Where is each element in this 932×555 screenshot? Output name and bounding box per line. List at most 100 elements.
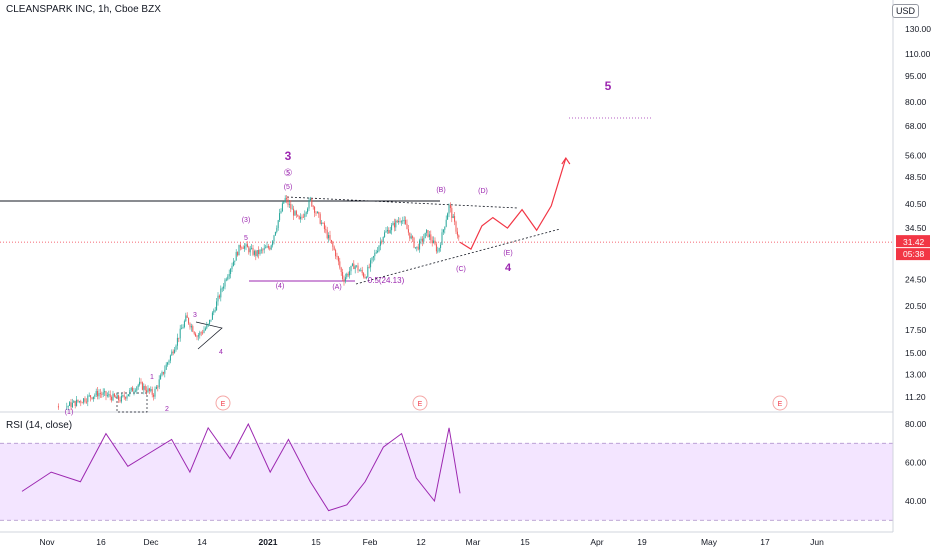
candle-body xyxy=(111,396,113,401)
candle-body xyxy=(244,246,246,249)
candle-body xyxy=(353,263,355,270)
wave-label: 3 xyxy=(193,312,197,319)
candle-body xyxy=(358,270,360,272)
y-tick-label: 68.00 xyxy=(905,121,927,131)
countdown-label: 05:38 xyxy=(903,249,925,259)
candle-body xyxy=(413,237,415,248)
candle-body xyxy=(378,245,380,251)
candle-body xyxy=(318,212,320,215)
candle-body xyxy=(127,394,129,397)
earnings-label: E xyxy=(221,401,226,408)
candle-body xyxy=(147,388,149,393)
candle-body xyxy=(167,362,169,365)
candle-body xyxy=(403,219,405,221)
candle-body xyxy=(392,222,394,226)
candle-body xyxy=(339,261,341,268)
candle-body xyxy=(370,260,372,268)
candle-body xyxy=(57,406,59,408)
candle-body xyxy=(398,220,400,223)
candle-body xyxy=(402,220,404,222)
candle-body xyxy=(203,329,205,333)
candle-body xyxy=(311,198,313,207)
candle-body xyxy=(426,230,428,233)
candle-body xyxy=(316,212,318,214)
candle-body xyxy=(412,236,414,238)
candle-body xyxy=(444,226,446,230)
candle-body xyxy=(139,381,141,385)
candle-body xyxy=(357,265,359,271)
candle-body xyxy=(400,221,402,223)
candle-body xyxy=(207,323,209,325)
candle-body xyxy=(69,402,71,406)
currency-button[interactable]: USD xyxy=(892,4,920,18)
candle-body xyxy=(99,393,101,394)
candle-body xyxy=(297,214,299,217)
candle-body xyxy=(175,345,177,350)
x-tick-label: 2021 xyxy=(259,537,278,547)
candle-body xyxy=(220,288,222,298)
candle-body xyxy=(92,396,94,399)
candle-body xyxy=(200,332,202,334)
candle-body xyxy=(321,222,323,224)
candle-body xyxy=(189,323,191,328)
candle-body xyxy=(104,391,106,393)
candle-body xyxy=(217,295,219,302)
candle-body xyxy=(178,337,180,339)
candle-body xyxy=(133,391,135,392)
candle-body xyxy=(176,337,178,346)
candle-body xyxy=(424,232,426,239)
candle-body xyxy=(409,232,411,239)
candle-body xyxy=(365,277,367,279)
candle-body xyxy=(246,244,248,248)
candle-body xyxy=(70,402,72,408)
candle-body xyxy=(431,239,433,244)
rsi-tick-label: 80.00 xyxy=(905,419,927,429)
x-tick-label: 19 xyxy=(637,537,647,547)
wave-label: (1) xyxy=(65,409,74,416)
candle-body xyxy=(225,279,227,281)
last-price-badge xyxy=(896,235,930,248)
candle-body xyxy=(302,216,304,218)
candle-body xyxy=(312,206,314,207)
annotation-layer: 3 ⑤ (5) (3) 5 (4) (A) 0.5(24.13) (B) (D) (C) (E) 4 5 3… xyxy=(65,79,788,416)
candle-body xyxy=(239,244,241,248)
candle-body xyxy=(192,326,194,332)
candle-body xyxy=(148,388,150,391)
candle-body xyxy=(168,360,170,363)
candle-body xyxy=(190,326,192,328)
rsi-band-layer xyxy=(0,442,893,521)
x-tick-label: 15 xyxy=(311,537,321,547)
y-tick-label: 80.00 xyxy=(905,97,927,107)
candle-body xyxy=(452,216,454,219)
candle-body xyxy=(87,395,89,402)
candle-body xyxy=(119,399,121,402)
x-tick-label: Dec xyxy=(143,537,159,547)
candle-body xyxy=(414,247,416,249)
candle-body xyxy=(216,301,218,311)
candle-body xyxy=(188,317,190,324)
candle-body xyxy=(396,220,398,223)
candle-body xyxy=(423,238,425,242)
box-drawing xyxy=(116,392,148,413)
candle-body xyxy=(379,241,381,246)
candle-body xyxy=(388,229,390,234)
candle-body xyxy=(286,198,288,200)
candle-body xyxy=(221,288,223,290)
candle-body xyxy=(351,263,353,266)
candle-body xyxy=(430,234,432,240)
wave-label: (B) xyxy=(436,187,445,194)
candle-body xyxy=(410,236,412,239)
candle-body xyxy=(458,235,460,238)
wave-label: ⑤ xyxy=(284,168,293,179)
candle-body xyxy=(368,266,370,268)
candle-body xyxy=(197,335,199,337)
wave-label: 5 xyxy=(244,235,248,242)
candle-body xyxy=(120,395,122,402)
candle-body xyxy=(78,401,80,402)
candle-body xyxy=(364,276,366,279)
candle-body xyxy=(276,227,278,232)
candle-body xyxy=(218,295,220,298)
candle-body xyxy=(445,219,447,227)
